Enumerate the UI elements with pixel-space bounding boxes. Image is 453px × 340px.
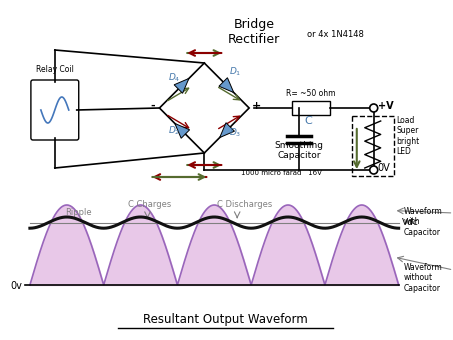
- Text: or 4x 1N4148: or 4x 1N4148: [307, 30, 364, 39]
- Text: C Discharges: C Discharges: [217, 200, 273, 209]
- Text: Bridge
Rectifier: Bridge Rectifier: [228, 18, 280, 46]
- FancyBboxPatch shape: [31, 80, 79, 140]
- Text: +: +: [252, 101, 261, 111]
- Text: 1000 micro farad   16V: 1000 micro farad 16V: [241, 170, 322, 176]
- Text: Waveform
with
Capacitor: Waveform with Capacitor: [404, 207, 443, 237]
- Text: +V: +V: [378, 101, 393, 111]
- Polygon shape: [220, 123, 235, 138]
- Circle shape: [370, 166, 378, 174]
- Polygon shape: [219, 78, 234, 92]
- FancyBboxPatch shape: [292, 101, 330, 115]
- Text: C Charges: C Charges: [128, 200, 171, 209]
- FancyBboxPatch shape: [352, 116, 394, 176]
- Text: Relay Coil: Relay Coil: [36, 65, 74, 74]
- Polygon shape: [175, 123, 190, 138]
- Text: C: C: [304, 116, 312, 126]
- Text: $D_3$: $D_3$: [229, 126, 241, 139]
- Text: Vdc: Vdc: [402, 218, 419, 227]
- Text: 0V: 0V: [378, 163, 390, 173]
- Text: $D_1$: $D_1$: [229, 66, 241, 78]
- Text: Ripple: Ripple: [65, 208, 92, 217]
- Text: R= ~50 ohm: R= ~50 ohm: [286, 89, 336, 98]
- Text: Resultant Output Waveform: Resultant Output Waveform: [143, 313, 308, 326]
- Text: -: -: [150, 101, 155, 111]
- Text: 0v: 0v: [10, 281, 22, 291]
- Polygon shape: [174, 79, 189, 93]
- Text: Waveform
without
Capacitor: Waveform without Capacitor: [404, 263, 443, 293]
- Text: $D_4$: $D_4$: [168, 71, 180, 84]
- Text: $D_2$: $D_2$: [168, 124, 180, 137]
- Text: Load
Super
bright
LED: Load Super bright LED: [397, 116, 420, 156]
- Text: Smoothing
Capacitor: Smoothing Capacitor: [275, 141, 323, 160]
- Circle shape: [370, 104, 378, 112]
